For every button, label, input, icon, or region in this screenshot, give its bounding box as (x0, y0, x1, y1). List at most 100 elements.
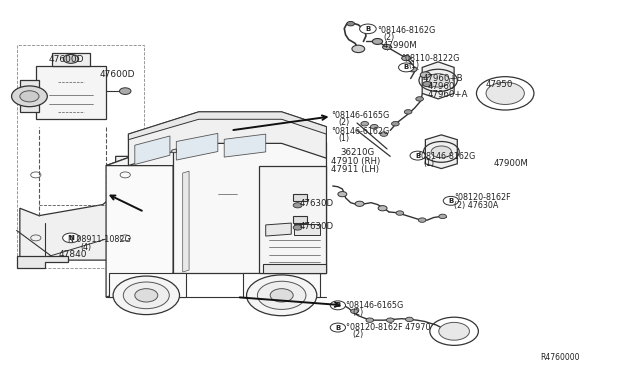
Text: 47950: 47950 (486, 80, 513, 89)
Circle shape (351, 309, 358, 314)
Circle shape (371, 125, 378, 129)
Text: N: N (68, 235, 74, 241)
Circle shape (423, 81, 432, 87)
Text: B: B (335, 302, 340, 308)
Text: 47840: 47840 (58, 250, 86, 259)
Text: B: B (404, 64, 409, 70)
Text: B: B (448, 198, 454, 204)
Polygon shape (135, 136, 170, 164)
Text: (2): (2) (384, 33, 395, 42)
Text: 47630D: 47630D (300, 199, 333, 208)
Polygon shape (422, 62, 454, 99)
Circle shape (419, 218, 426, 222)
Circle shape (270, 289, 293, 302)
Polygon shape (36, 65, 106, 119)
Circle shape (355, 201, 364, 206)
Polygon shape (294, 224, 320, 235)
Polygon shape (173, 141, 326, 273)
Text: (1): (1) (338, 134, 349, 143)
Text: (1): (1) (408, 61, 419, 70)
Circle shape (444, 196, 459, 205)
Polygon shape (109, 273, 186, 297)
Circle shape (406, 317, 413, 322)
Text: 47960+B: 47960+B (422, 74, 463, 83)
Polygon shape (52, 52, 90, 65)
Polygon shape (262, 264, 326, 273)
Text: 47600D: 47600D (49, 55, 84, 64)
Circle shape (120, 88, 131, 94)
Text: 47960: 47960 (428, 82, 454, 91)
Text: (2): (2) (338, 119, 349, 128)
Circle shape (383, 44, 392, 49)
Polygon shape (172, 149, 176, 153)
Circle shape (408, 67, 417, 72)
Text: 47990M: 47990M (383, 41, 417, 51)
Polygon shape (224, 134, 266, 157)
Circle shape (431, 146, 452, 158)
Polygon shape (129, 112, 326, 140)
Circle shape (420, 72, 431, 78)
Circle shape (392, 122, 399, 126)
Circle shape (330, 323, 346, 332)
Text: (1): (1) (424, 159, 435, 168)
Text: 36210G: 36210G (340, 148, 374, 157)
Text: 47630D: 47630D (300, 221, 333, 231)
Polygon shape (20, 156, 135, 260)
Text: 47900M: 47900M (493, 159, 529, 168)
Circle shape (399, 63, 414, 72)
Text: 47910 (RH): 47910 (RH) (332, 157, 381, 166)
Text: 47600D: 47600D (100, 70, 135, 79)
Polygon shape (176, 134, 218, 160)
Text: °08146-8162G: °08146-8162G (378, 26, 436, 35)
Circle shape (410, 151, 426, 160)
Polygon shape (182, 171, 189, 272)
Polygon shape (106, 141, 326, 166)
Circle shape (12, 86, 47, 107)
Text: °08146-8162G: °08146-8162G (417, 152, 476, 161)
Circle shape (361, 122, 369, 126)
Circle shape (113, 276, 179, 315)
Text: (2) 47630A: (2) 47630A (454, 201, 499, 210)
Text: °08146-6165G: °08146-6165G (346, 301, 404, 310)
Text: B: B (335, 325, 340, 331)
Text: (2): (2) (352, 308, 363, 317)
Circle shape (439, 214, 447, 219)
Circle shape (416, 97, 424, 101)
Circle shape (439, 323, 469, 340)
Circle shape (246, 275, 317, 316)
Text: °08120-8162F: °08120-8162F (454, 193, 511, 202)
Circle shape (360, 24, 376, 34)
Circle shape (372, 38, 383, 44)
Circle shape (347, 22, 355, 26)
Circle shape (486, 82, 524, 105)
Circle shape (63, 233, 79, 243)
Text: (2): (2) (352, 330, 363, 340)
Text: °08120-8162F 47970: °08120-8162F 47970 (346, 323, 430, 332)
Circle shape (387, 318, 394, 323)
Circle shape (380, 132, 388, 137)
Polygon shape (106, 141, 173, 297)
Polygon shape (20, 80, 39, 112)
Text: °08110-8122G: °08110-8122G (402, 54, 460, 62)
Circle shape (135, 289, 158, 302)
Circle shape (293, 203, 302, 208)
Circle shape (366, 318, 374, 323)
Text: 47960+A: 47960+A (428, 90, 468, 99)
Text: R4760000: R4760000 (540, 353, 580, 362)
Circle shape (338, 192, 347, 197)
Polygon shape (266, 223, 291, 236)
Circle shape (63, 54, 79, 63)
Polygon shape (243, 273, 320, 297)
Circle shape (20, 91, 39, 102)
Text: N 08911-1082G: N 08911-1082G (68, 235, 131, 244)
Text: 47911 (LH): 47911 (LH) (332, 165, 380, 174)
Polygon shape (426, 135, 458, 169)
Circle shape (352, 45, 365, 52)
Circle shape (124, 282, 170, 309)
Text: °08146-6162G: °08146-6162G (332, 126, 390, 136)
Circle shape (396, 211, 404, 215)
Circle shape (257, 281, 306, 310)
Polygon shape (293, 194, 307, 201)
Polygon shape (17, 256, 68, 267)
Text: °08146-6165G: °08146-6165G (332, 111, 390, 120)
